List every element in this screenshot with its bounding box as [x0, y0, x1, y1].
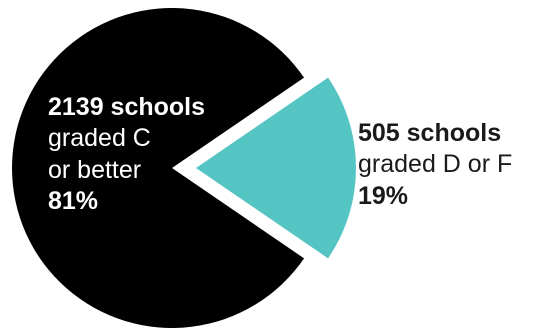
slice-percent-label: 19%	[358, 181, 409, 210]
pie-slice-c-or-better	[12, 7, 305, 328]
slice-count-label: 505 schools	[358, 119, 502, 147]
slice-label-c-or-better: 2139 schools graded C or better 81%	[48, 92, 205, 217]
slice-grade-label-cont: or better	[48, 155, 142, 184]
pie-slice-d-or-f	[196, 77, 357, 259]
slice-grade-label: graded C	[48, 124, 151, 153]
slice-count-label: 2139 schools	[48, 93, 206, 121]
slice-percent-label: 81%	[48, 186, 99, 215]
slice-label-d-or-f: 505 schools graded D or F 19%	[358, 118, 512, 212]
slice-grade-label: graded D or F	[358, 150, 513, 179]
